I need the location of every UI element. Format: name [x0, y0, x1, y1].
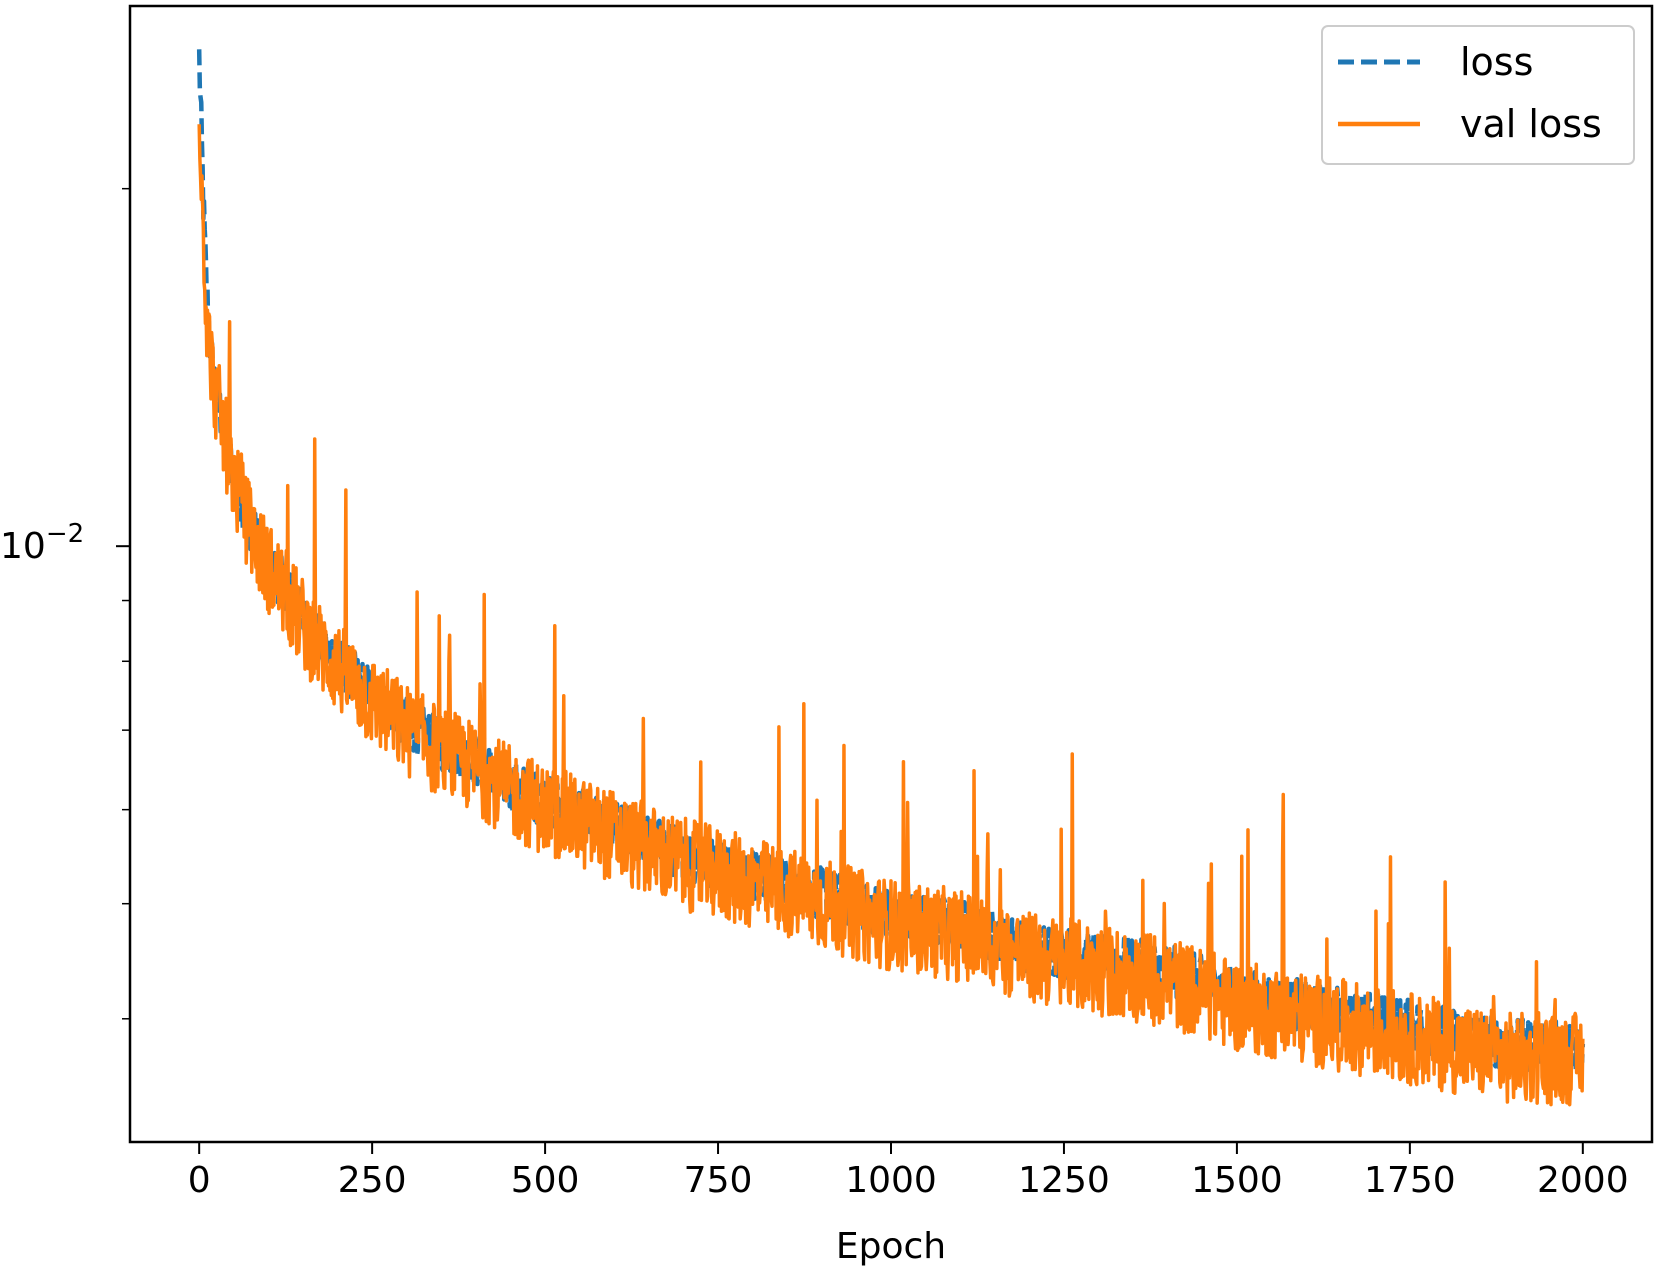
x-tick-label: 1000: [845, 1160, 937, 1201]
x-tick-label: 1750: [1364, 1160, 1456, 1201]
legend-label: loss: [1460, 40, 1533, 84]
x-tick-label: 500: [511, 1160, 580, 1201]
x-tick-label: 0: [188, 1160, 211, 1201]
x-tick-label: 250: [338, 1160, 407, 1201]
x-tick-label: 750: [684, 1160, 753, 1201]
y-tick-label: 10−2: [0, 519, 84, 567]
legend: loss val loss: [1321, 25, 1635, 165]
y-axis-ticks: 10−2: [0, 187, 130, 1020]
x-tick-label: 1250: [1018, 1160, 1110, 1201]
series-line-val-loss: [197, 124, 1585, 1107]
x-axis-ticks: 0 250 500 750 1000 1250 1500 1750 2000: [188, 1142, 1629, 1201]
x-tick-label: 1500: [1191, 1160, 1283, 1201]
x-tick-label: 2000: [1537, 1160, 1629, 1201]
plot-lines: [196, 49, 1586, 1107]
legend-label: val loss: [1460, 102, 1602, 146]
x-axis-label: Epoch: [836, 1226, 946, 1267]
plot-frame: [128, 4, 1654, 1144]
